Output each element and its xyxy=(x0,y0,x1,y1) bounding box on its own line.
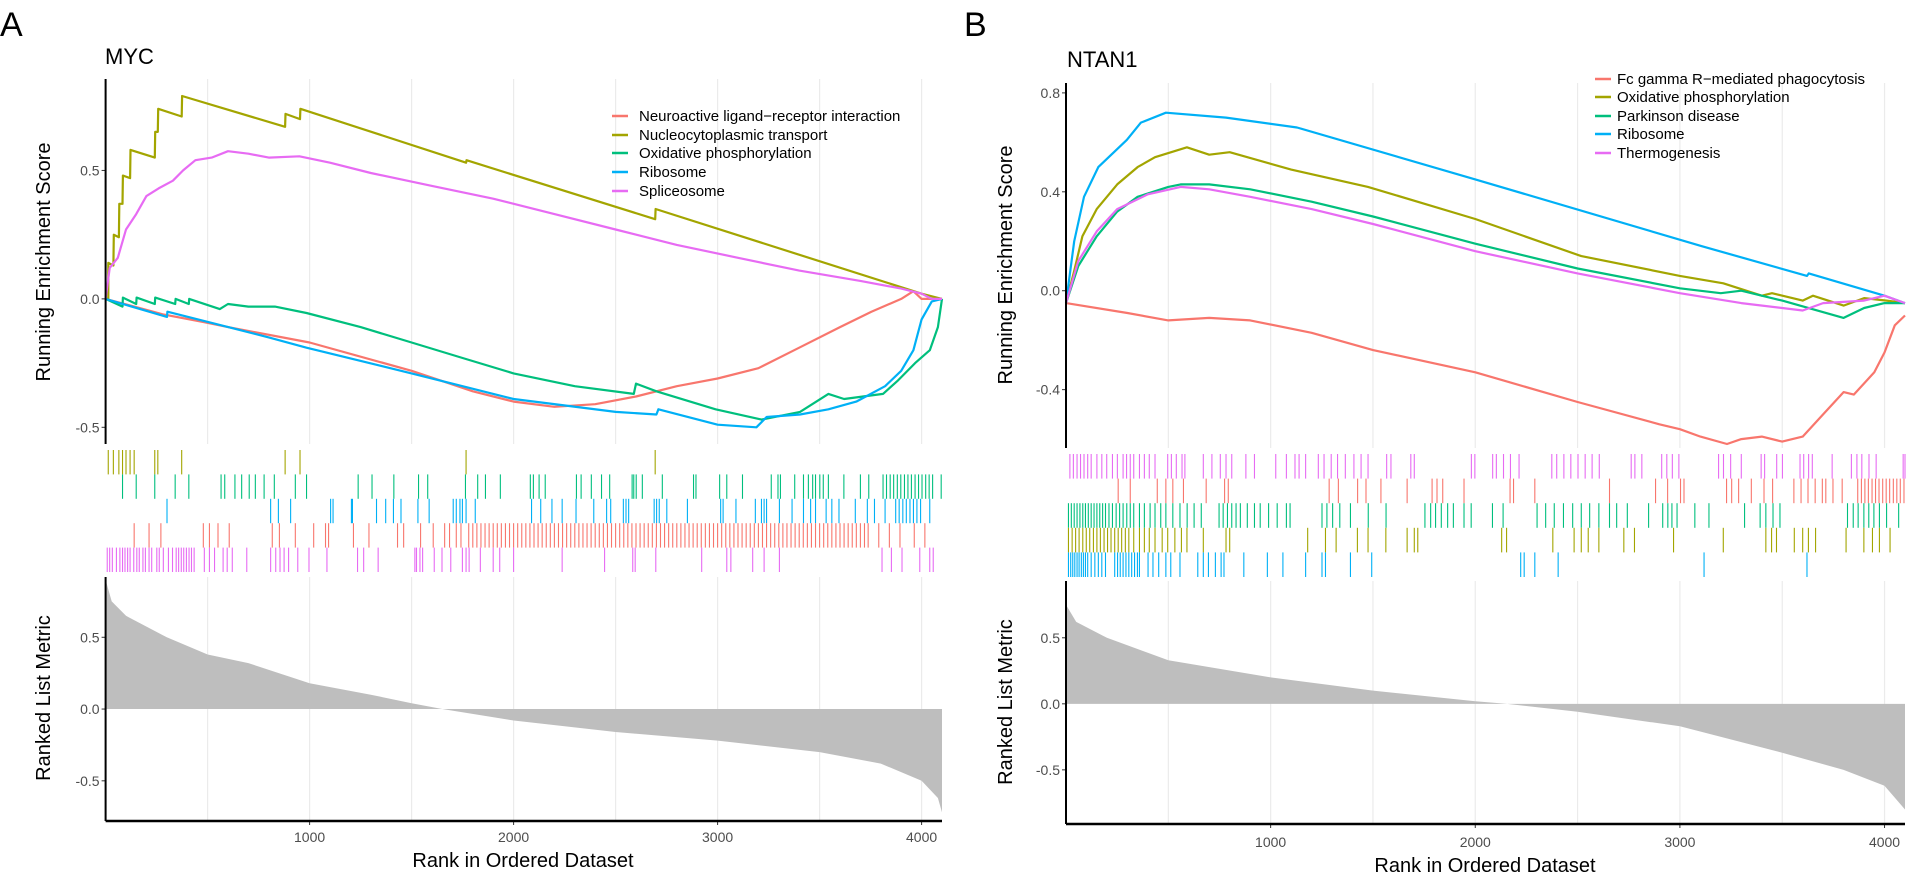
panel-b-xlabel: Rank in Ordered Dataset xyxy=(1374,855,1596,877)
panel-b-metric-ytick-label: 0.5 xyxy=(1041,630,1061,646)
panel-b-xtick-label: 2000 xyxy=(1460,834,1491,850)
panel-a-es-curve-1 xyxy=(105,290,942,408)
panel-a-es-curve-2 xyxy=(105,94,943,300)
panel-b-metric-ytick-label: 0.0 xyxy=(1041,696,1061,712)
panel-b-es-curve-2 xyxy=(1064,146,1906,307)
panel-b-xtick-label: 1000 xyxy=(1255,834,1286,850)
panel-b-es-curve-5 xyxy=(1064,185,1906,312)
panel-b-metric-ytick-label: -0.5 xyxy=(1036,762,1060,778)
panel-b-es-ytick-label: 0.4 xyxy=(1041,184,1061,200)
panel-a-legend-label: Oxidative phosphorylation xyxy=(639,145,812,162)
panel-b-legend-label: Parkinson disease xyxy=(1617,108,1740,125)
panel-b-es-curve-4 xyxy=(1064,111,1906,305)
panel-a-metric-ytick-label: -0.5 xyxy=(75,773,99,789)
panel-b-es-curve-1 xyxy=(1065,302,1906,446)
panel-a-title: MYC xyxy=(105,44,154,69)
panel-a-es-curve-4 xyxy=(105,297,943,429)
panel-b-es-ytick-label: 0.8 xyxy=(1041,85,1061,101)
panel-b-metric-ylabel: Ranked List Metric xyxy=(995,619,1017,785)
panel-b-letter: B xyxy=(964,6,987,44)
panel-a-legend-label: Spliceosome xyxy=(639,183,725,200)
panel-a-ranked-metric-area xyxy=(105,579,943,813)
panel-b-legend-label: Thermogenesis xyxy=(1617,145,1720,162)
panel-a-legend-label: Ribosome xyxy=(639,164,707,181)
panel-b-es-ytick-label: -0.4 xyxy=(1036,382,1060,398)
panel-a-legend-label: Neuroactive ligand−receptor interaction xyxy=(639,108,900,125)
panel-a-xtick-label: 4000 xyxy=(906,829,937,845)
panel-b-title: NTAN1 xyxy=(1067,47,1138,72)
panel-a-es-ytick-label: -0.5 xyxy=(75,419,99,435)
panel-a-xtick-label: 2000 xyxy=(498,829,529,845)
panel-a-xlabel: Rank in Ordered Dataset xyxy=(412,850,634,872)
panel-a-legend-label: Nucleocytoplasmic transport xyxy=(639,127,828,144)
panel-b-es-ytick-label: 0.0 xyxy=(1041,283,1061,299)
panel-a-es-curve-3 xyxy=(105,296,944,421)
panel-a-letter: A xyxy=(0,6,23,44)
panel-a-es-ytick-label: 0.0 xyxy=(80,291,100,307)
panel-a-xtick-label: 3000 xyxy=(702,829,733,845)
panel-b-xtick-label: 4000 xyxy=(1869,834,1900,850)
panel-b-legend-label: Ribosome xyxy=(1617,126,1685,143)
panel-b-ranked-metric-area xyxy=(1066,604,1905,810)
panel-a-es-ytick-label: 0.5 xyxy=(80,162,100,178)
panel-b-legend-label: Fc gamma R−mediated phagocytosis xyxy=(1617,71,1865,88)
panel-b-es-ylabel: Running Enrichment Score xyxy=(995,145,1017,384)
panel-b-xtick-label: 3000 xyxy=(1664,834,1695,850)
panel-b-legend-label: Oxidative phosphorylation xyxy=(1617,89,1790,106)
panel-a-metric-ytick-label: 0.0 xyxy=(80,701,100,717)
panel-a-metric-ytick-label: 0.5 xyxy=(80,629,100,645)
panel-a-metric-ylabel: Ranked List Metric xyxy=(33,615,55,781)
panel-a-es-ylabel: Running Enrichment Score xyxy=(33,142,55,381)
panel-a-es-curve-5 xyxy=(104,150,942,300)
panel-b-es-curve-3 xyxy=(1064,183,1905,319)
panel-a-xtick-label: 1000 xyxy=(294,829,325,845)
